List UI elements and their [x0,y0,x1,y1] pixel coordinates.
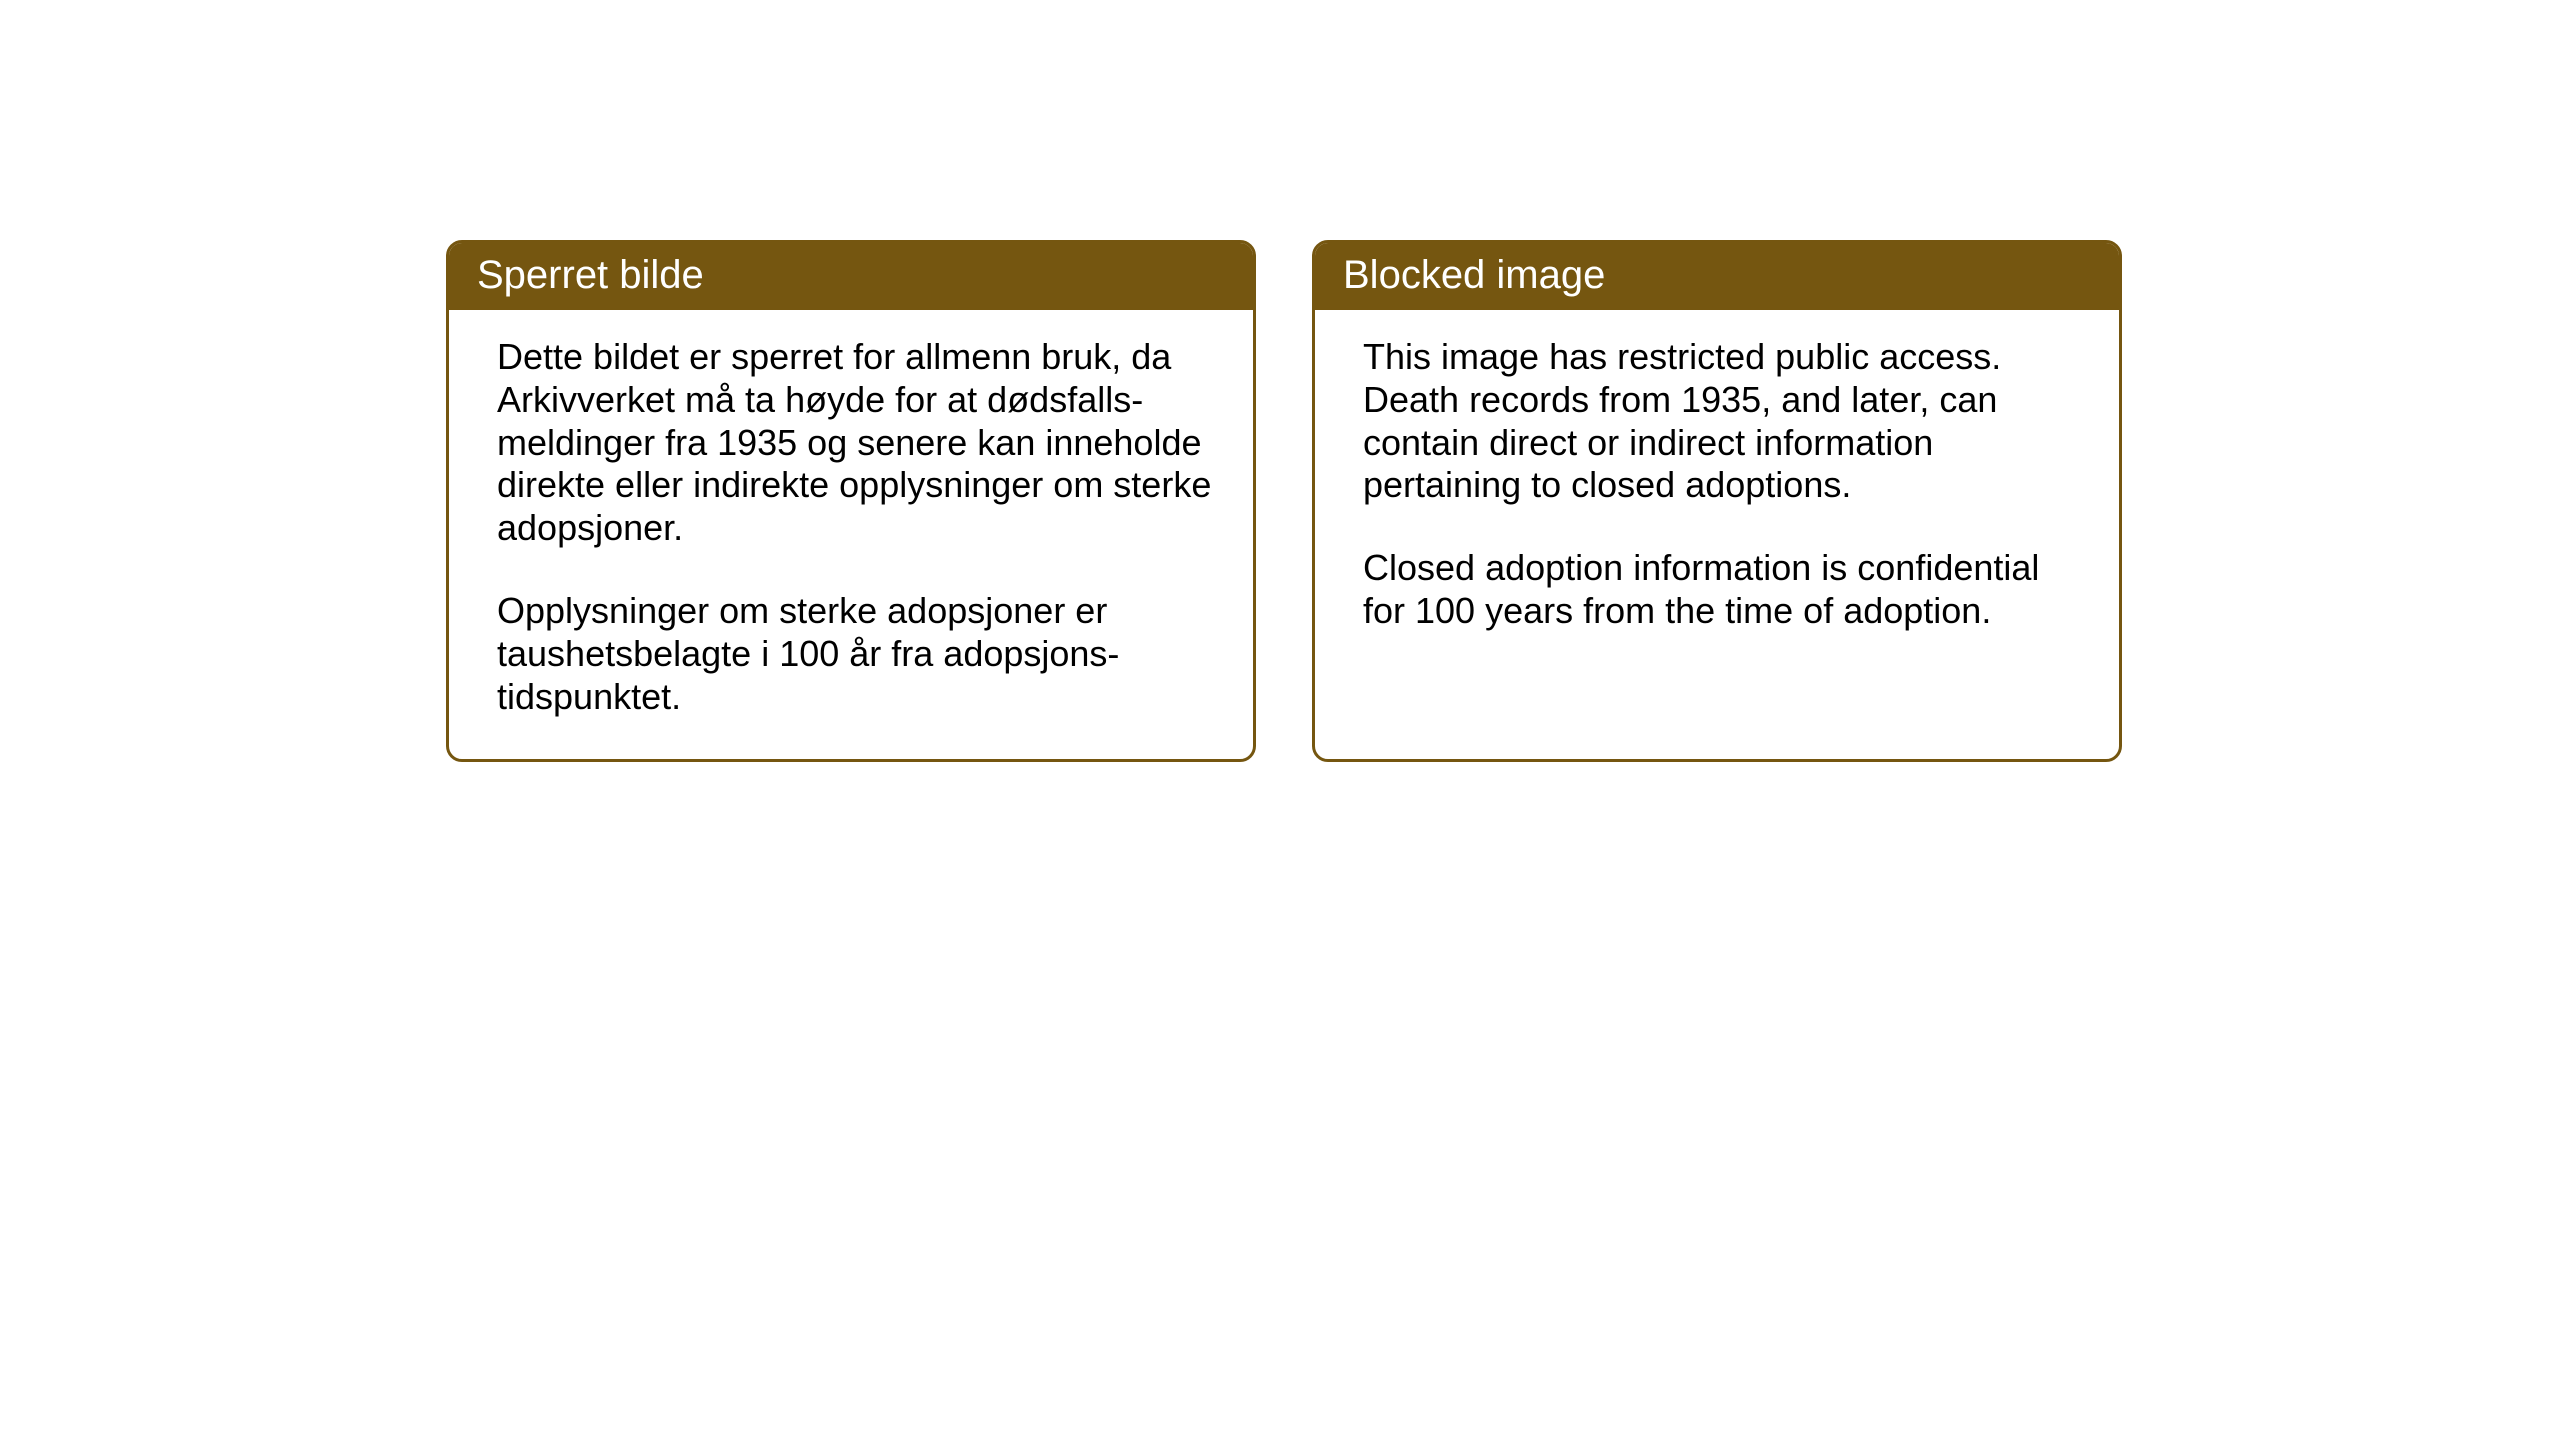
notice-container: Sperret bilde Dette bildet er sperret fo… [446,240,2122,762]
norwegian-paragraph-2: Opplysninger om sterke adopsjoner er tau… [497,590,1213,718]
english-notice-body: This image has restricted public access.… [1315,310,2119,673]
norwegian-notice-body: Dette bildet er sperret for allmenn bruk… [449,310,1253,759]
english-paragraph-2: Closed adoption information is confident… [1363,547,2079,633]
norwegian-notice-title: Sperret bilde [449,243,1253,310]
norwegian-notice-box: Sperret bilde Dette bildet er sperret fo… [446,240,1256,762]
english-notice-title: Blocked image [1315,243,2119,310]
english-notice-box: Blocked image This image has restricted … [1312,240,2122,762]
english-paragraph-1: This image has restricted public access.… [1363,336,2079,507]
norwegian-paragraph-1: Dette bildet er sperret for allmenn bruk… [497,336,1213,550]
